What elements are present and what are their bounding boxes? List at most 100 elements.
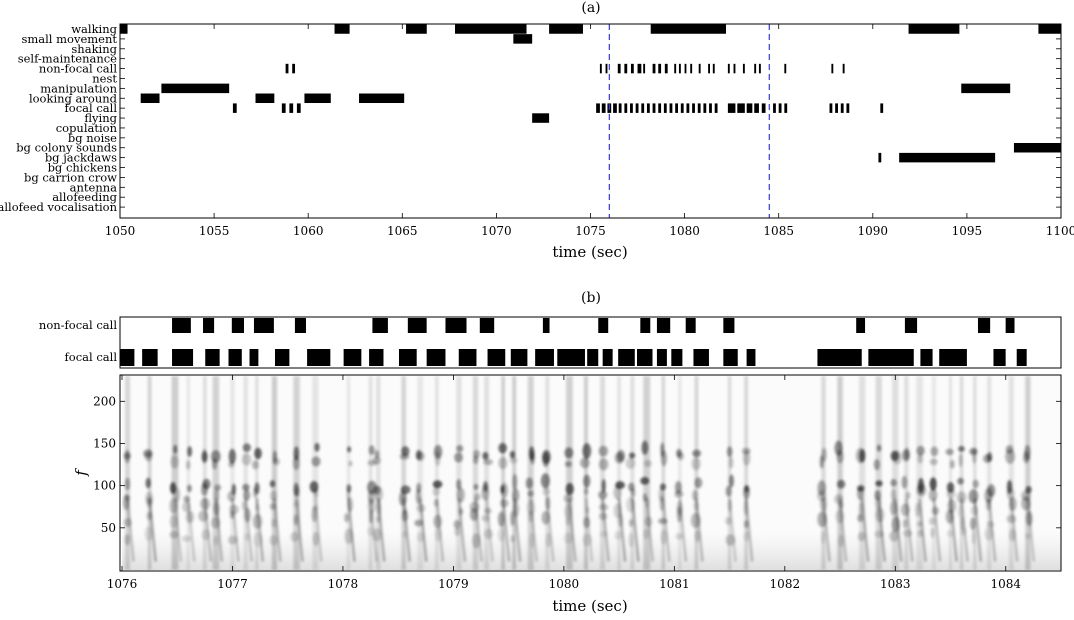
harmonic-blob: [201, 482, 209, 496]
event-bar: [920, 349, 933, 366]
harmonic-blob: [726, 446, 733, 458]
x-tick-label: 1084: [990, 577, 1021, 591]
harmonic-blob: [530, 451, 535, 465]
call-streak: [566, 376, 573, 570]
chirp-tail: [1026, 498, 1036, 562]
harmonic-blob: [902, 519, 908, 529]
event-bar: [846, 103, 850, 113]
harmonic-blob: [434, 450, 441, 467]
spectrogram-x-axis-title: time (sec): [552, 597, 627, 615]
harmonic-blob: [614, 530, 622, 540]
harmonic-blob: [892, 450, 902, 465]
category-label: non-focal call: [39, 62, 117, 76]
harmonic-blob: [628, 452, 636, 459]
category-label: copulation: [56, 121, 118, 135]
event-bar: [835, 103, 838, 113]
call-streak: [293, 376, 300, 570]
harmonic-blob: [905, 491, 911, 499]
panel-a-x-ticks: 1050 1055 1060 1065 1070 1075 1080 1085 1090 1095…: [105, 24, 1074, 238]
harmonic-blob: [254, 447, 262, 460]
harmonic-blob: [582, 443, 592, 459]
category-label: bg jackdaws: [45, 151, 117, 165]
harmonic-blob: [968, 489, 979, 504]
harmonic-blob: [855, 447, 866, 464]
harmonic-blob: [613, 485, 622, 500]
chirp-tail: [932, 498, 942, 562]
harmonic-blob: [169, 530, 179, 539]
harmonic-blob: [213, 535, 219, 546]
spectrogram-panel: 50 100 150 200 1076 1077 1078 1079 1080 1081 1082…: [72, 374, 1062, 615]
harmonic-blob: [743, 531, 750, 542]
event-bar: [733, 63, 736, 74]
harmonic-blob: [930, 446, 939, 457]
call-streak: [678, 376, 682, 570]
harmonic-blob: [729, 474, 735, 488]
harmonic-blob: [187, 446, 193, 458]
x-tick-label: 1085: [763, 224, 794, 238]
event-bar: [680, 103, 684, 113]
harmonic-blob: [694, 477, 703, 489]
event-bar: [723, 349, 738, 366]
harmonic-blob: [876, 444, 882, 452]
call-streak: [346, 376, 351, 570]
panel-a-title: (a): [581, 0, 600, 16]
chirp-tail: [905, 498, 914, 562]
chirp-tail: [617, 498, 627, 562]
call-streak: [484, 376, 490, 570]
call-streak: [202, 376, 207, 570]
harmonic-blob: [540, 473, 550, 489]
category-label: focal call: [65, 350, 118, 364]
harmonic-blob: [725, 516, 732, 526]
spectrogram-x-ticks: 1076 1077 1078 1079 1080 1081 1082 1083 1084: [107, 375, 1021, 591]
event-bar: [831, 63, 834, 74]
x-tick-label: 1078: [328, 577, 359, 591]
harmonic-blob: [454, 527, 461, 537]
event-bar: [640, 318, 651, 333]
event-bar: [334, 24, 350, 34]
x-tick-label: 1079: [438, 577, 469, 591]
chirp-tail: [273, 498, 282, 562]
category-label: antenna: [70, 180, 118, 194]
event-bar: [142, 349, 158, 366]
chirp-tail: [894, 498, 903, 562]
chirp-tail: [314, 498, 323, 562]
event-bar: [643, 63, 646, 74]
call-streak: [401, 376, 406, 570]
harmonic-blob: [290, 531, 299, 542]
category-label: manipulation: [40, 81, 117, 95]
category-label: allofeeding: [52, 190, 117, 204]
call-streak: [243, 376, 248, 570]
event-bar: [172, 318, 191, 333]
event-bar: [737, 103, 745, 113]
chirp-tail: [187, 498, 196, 562]
harmonic-blob: [454, 452, 464, 463]
harmonic-blob: [949, 459, 955, 469]
call-streak: [948, 376, 953, 570]
event-bar: [878, 152, 882, 163]
harmonic-blob: [643, 459, 652, 467]
event-bar: [961, 83, 1011, 94]
harmonic-blob: [251, 460, 259, 470]
harmonic-blob: [691, 457, 701, 471]
harmonic-blob: [453, 519, 461, 529]
harmonic-blob: [542, 452, 550, 468]
panel-b-title: (b): [581, 290, 601, 306]
event-bar: [542, 318, 550, 333]
event-bar: [880, 103, 884, 113]
event-bar: [727, 103, 736, 113]
x-tick-label: 1055: [199, 224, 230, 238]
harmonic-blob: [242, 443, 252, 453]
call-energy: [122, 376, 1036, 570]
harmonic-blob: [347, 446, 352, 453]
event-bar: [656, 318, 671, 333]
harmonic-blob: [432, 486, 440, 497]
call-streak: [312, 376, 319, 570]
x-tick-label: 1080: [549, 577, 580, 591]
harmonic-blob: [498, 457, 508, 470]
harmonic-blob: [598, 490, 608, 500]
harmonic-blob: [972, 479, 979, 489]
call-streak: [527, 376, 534, 570]
event-bar: [613, 103, 617, 113]
event-bar: [652, 63, 656, 74]
